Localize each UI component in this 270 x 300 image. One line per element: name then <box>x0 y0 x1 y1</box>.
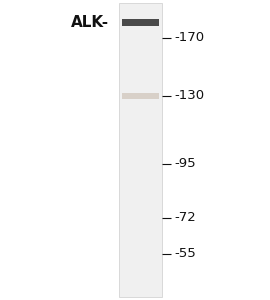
Text: -95: -95 <box>174 157 196 170</box>
Text: ALK-: ALK- <box>71 15 109 30</box>
Text: -130: -130 <box>174 89 204 103</box>
Text: -55: -55 <box>174 247 196 260</box>
Text: -72: -72 <box>174 211 196 224</box>
Bar <box>122 19 159 26</box>
Bar <box>122 93 159 99</box>
Bar <box>119 3 162 297</box>
Text: -170: -170 <box>174 31 204 44</box>
